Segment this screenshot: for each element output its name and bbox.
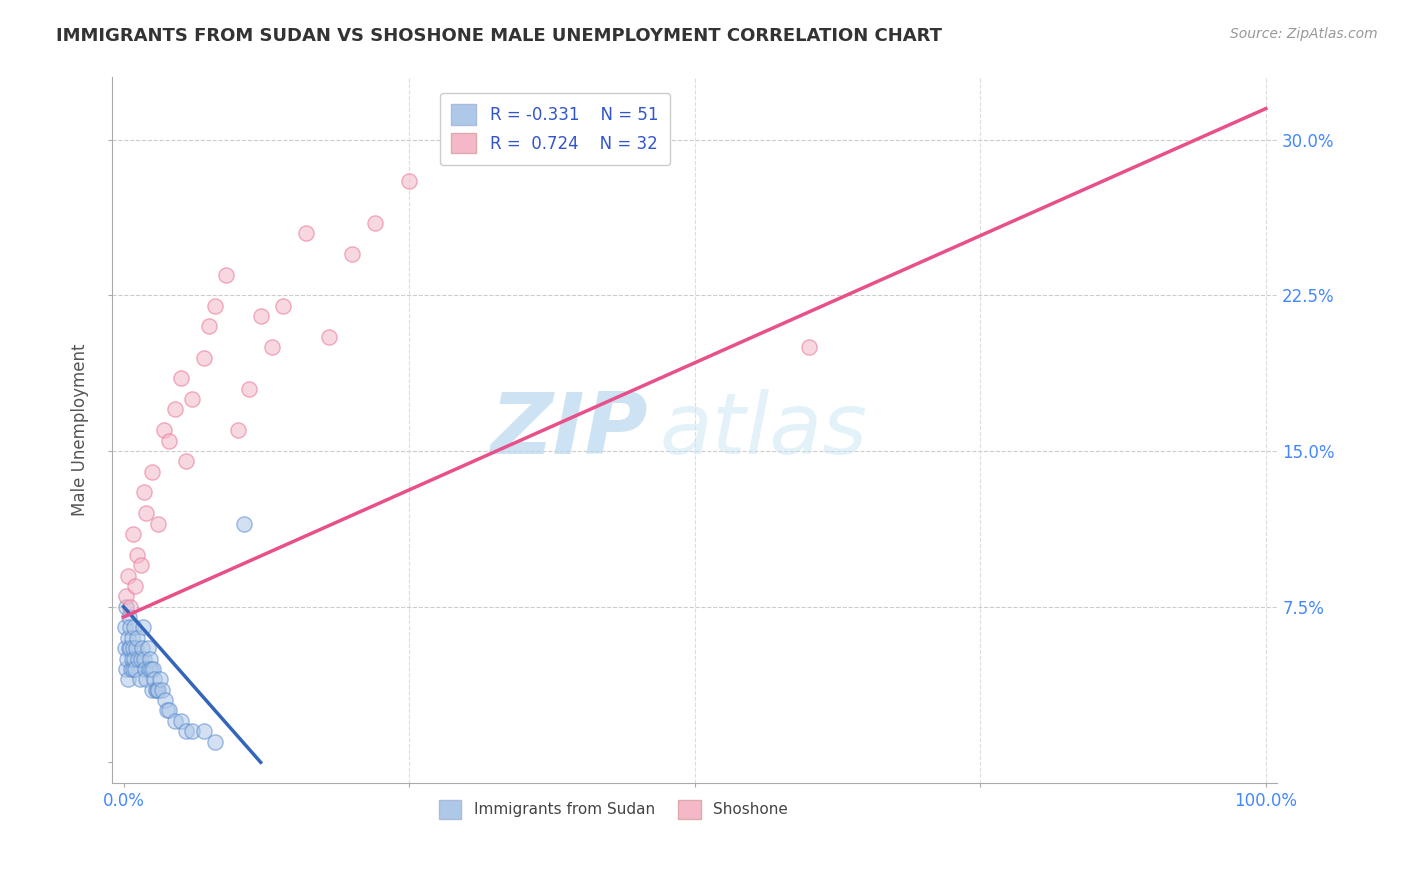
- Point: [340, 247, 363, 261]
- Point: [295, 226, 318, 240]
- Point: [153, 693, 176, 707]
- Point: [163, 402, 186, 417]
- Point: [141, 465, 163, 479]
- Point: [139, 651, 162, 665]
- Point: [115, 651, 138, 665]
- Point: [118, 610, 141, 624]
- Point: [238, 382, 260, 396]
- Point: [181, 724, 204, 739]
- Point: [145, 682, 167, 697]
- Point: [132, 620, 155, 634]
- Point: [117, 568, 139, 582]
- Point: [262, 340, 284, 354]
- Point: [127, 631, 149, 645]
- Point: [134, 485, 156, 500]
- Point: [121, 527, 143, 541]
- Point: [134, 651, 156, 665]
- Point: [146, 682, 169, 697]
- Point: [142, 662, 165, 676]
- Point: [170, 714, 193, 728]
- Point: [152, 682, 174, 697]
- Point: [127, 548, 149, 562]
- Point: [138, 662, 160, 676]
- Point: [204, 734, 226, 748]
- Point: [152, 423, 174, 437]
- Point: [163, 714, 186, 728]
- Point: [145, 682, 167, 697]
- Point: [176, 724, 198, 739]
- Point: [157, 434, 180, 448]
- Point: [193, 351, 215, 365]
- Point: [198, 319, 221, 334]
- Point: [226, 423, 249, 437]
- Point: [181, 392, 204, 406]
- Point: [115, 599, 138, 614]
- Point: [135, 673, 157, 687]
- Point: [797, 340, 820, 354]
- Point: [115, 662, 138, 676]
- Point: [143, 673, 166, 687]
- Point: [122, 641, 145, 656]
- Point: [117, 673, 139, 687]
- Y-axis label: Male Unemployment: Male Unemployment: [72, 344, 89, 516]
- Point: [118, 620, 141, 634]
- Point: [120, 662, 142, 676]
- Point: [157, 703, 180, 717]
- Point: [121, 631, 143, 645]
- Point: [122, 620, 145, 634]
- Point: [120, 599, 142, 614]
- Point: [141, 682, 163, 697]
- Point: [149, 673, 172, 687]
- Point: [120, 641, 142, 656]
- Point: [146, 516, 169, 531]
- Point: [398, 174, 420, 188]
- Text: IMMIGRANTS FROM SUDAN VS SHOSHONE MALE UNEMPLOYMENT CORRELATION CHART: IMMIGRANTS FROM SUDAN VS SHOSHONE MALE U…: [56, 27, 942, 45]
- Point: [114, 641, 136, 656]
- Point: [249, 309, 271, 323]
- Point: [124, 579, 146, 593]
- Legend: Immigrants from Sudan, Shoshone: Immigrants from Sudan, Shoshone: [433, 794, 794, 825]
- Point: [232, 516, 254, 531]
- Point: [115, 589, 138, 603]
- Point: [156, 703, 179, 717]
- Point: [121, 662, 143, 676]
- Point: [129, 558, 152, 573]
- Point: [131, 641, 153, 656]
- Point: [125, 641, 148, 656]
- Point: [121, 651, 143, 665]
- Point: [124, 651, 146, 665]
- Point: [139, 662, 162, 676]
- Text: atlas: atlas: [659, 389, 868, 472]
- Point: [193, 724, 215, 739]
- Point: [124, 662, 146, 676]
- Point: [134, 662, 156, 676]
- Point: [273, 299, 295, 313]
- Point: [136, 641, 159, 656]
- Point: [364, 216, 387, 230]
- Point: [170, 371, 193, 385]
- Point: [176, 454, 198, 468]
- Point: [127, 651, 149, 665]
- Point: [215, 268, 238, 282]
- Point: [128, 673, 150, 687]
- Text: ZIP: ZIP: [491, 389, 648, 472]
- Point: [118, 641, 141, 656]
- Point: [318, 330, 340, 344]
- Point: [117, 631, 139, 645]
- Point: [129, 651, 152, 665]
- Point: [204, 299, 226, 313]
- Point: [114, 620, 136, 634]
- Text: Source: ZipAtlas.com: Source: ZipAtlas.com: [1230, 27, 1378, 41]
- Point: [135, 506, 157, 520]
